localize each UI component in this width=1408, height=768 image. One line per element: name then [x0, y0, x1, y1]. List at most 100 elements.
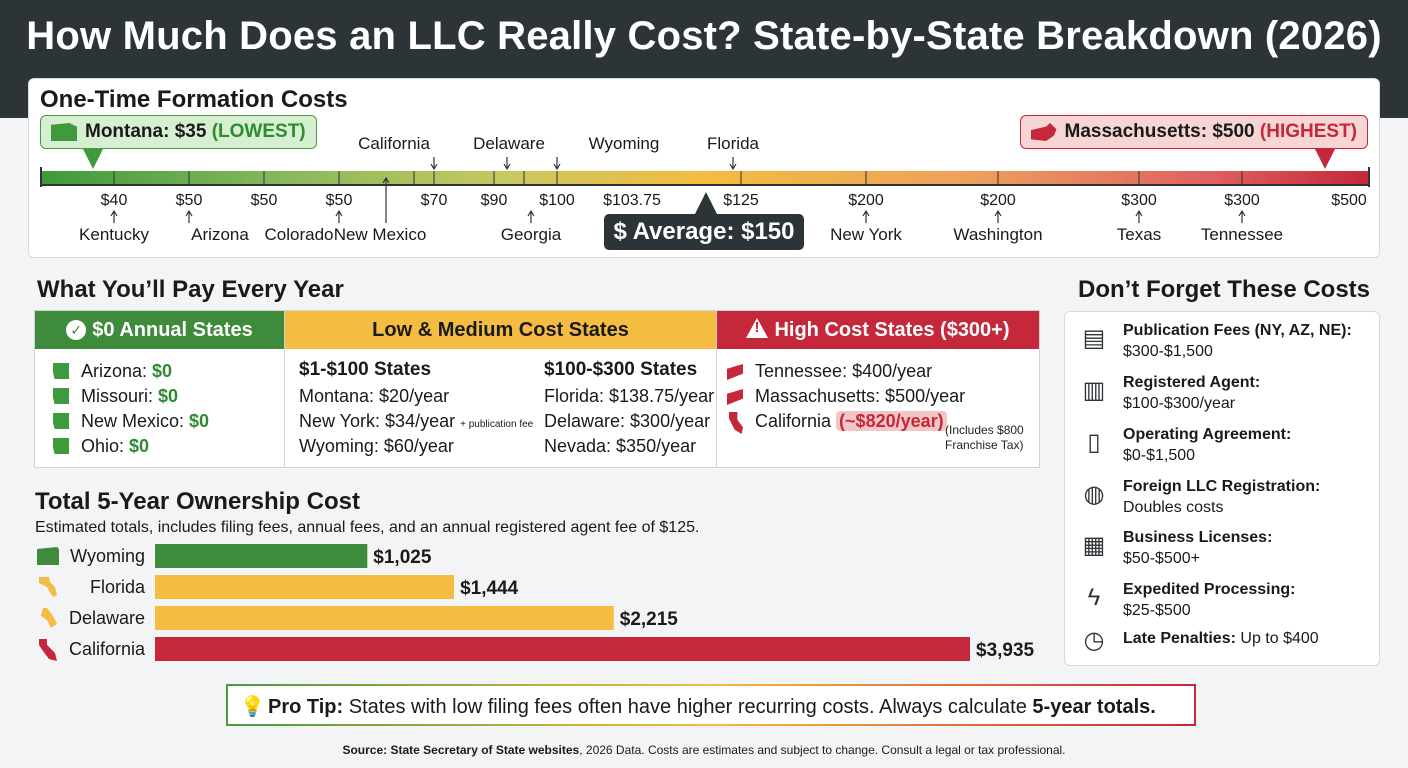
- cost-value: $25-$500: [1123, 602, 1191, 619]
- page-title: How Much Does an LLC Really Cost? State-…: [26, 14, 1382, 58]
- timeline-tick-label: $200: [980, 192, 1016, 209]
- high-state-row: Tennessee: $400/year: [755, 361, 933, 381]
- lowest-tag: (LOWEST): [211, 121, 306, 142]
- state-arrow: [382, 176, 390, 223]
- timeline-tick-label: $103.75: [603, 192, 661, 209]
- ohio-state-icon: [53, 438, 69, 454]
- cost-value: $50-$500+: [1123, 550, 1200, 567]
- lowest-label: Montana: $35: [85, 121, 207, 142]
- state-label: Wyoming: [589, 134, 660, 153]
- timeline-tick-label: $100: [539, 192, 575, 209]
- annual-title: What You’ll Pay Every Year: [37, 276, 344, 303]
- cost-name: Business Licenses:: [1123, 529, 1273, 546]
- state-arrow: [862, 209, 870, 223]
- california-state-icon: [729, 412, 743, 434]
- pro-tip-box: 💡 Pro Tip: States with low filing fees o…: [226, 684, 1196, 726]
- state-arrow: [994, 209, 1002, 223]
- state-label: New Mexico: [334, 225, 427, 244]
- low-tier-title: $1-$100 States: [299, 359, 432, 380]
- timeline-tick-label: $50: [176, 192, 203, 209]
- warning-icon: [746, 318, 769, 338]
- state-arrow: [110, 209, 118, 223]
- bar-category-label: Delaware: [69, 608, 145, 628]
- california-row: California (~$820/year): [755, 411, 947, 432]
- state-arrow: [430, 157, 438, 171]
- formation-panel: One-Time Formation Costs Montana: $35 (L…: [28, 78, 1380, 258]
- newspaper-icon: ▤: [1082, 325, 1106, 352]
- low-tier-row: Wyoming: $60/year: [299, 436, 454, 456]
- mid-tier-row: Florida: $138.75/year: [544, 386, 715, 406]
- medium-cost-header: Low & Medium Cost States: [285, 311, 716, 349]
- state-arrow: [1238, 209, 1246, 223]
- five-year-bar-chart: Wyoming $1,025 Florida $1,444 Delaware $2,215…: [37, 544, 1035, 661]
- highest-callout: Massachusetts: $500 (HIGHEST): [1019, 115, 1368, 149]
- alarm-clock-icon: ◷: [1083, 627, 1105, 654]
- formation-title: One-Time Formation Costs: [40, 86, 348, 113]
- high-cost-column: High Cost States ($300+) Tennessee: $400…: [717, 311, 1039, 467]
- mid-tier-title: $100-$300 States: [544, 359, 698, 380]
- bar: [155, 637, 970, 661]
- timeline-tick-label: $50: [251, 192, 278, 209]
- state-arrow: [1135, 209, 1143, 223]
- zero-cost-column: ✓ $0 Annual States Arizona: $0 Missouri: …: [35, 311, 285, 467]
- state-label: Delaware: [473, 134, 545, 153]
- massachusetts-mini-icon: [727, 389, 743, 405]
- check-icon: ✓: [66, 320, 87, 340]
- cost-name: Operating Agreement:: [1123, 426, 1292, 443]
- extra-costs-panel: ▤ Publication Fees (NY, AZ, NE): $300-$1…: [1064, 311, 1380, 666]
- state-label: Arizona: [191, 225, 249, 244]
- cost-name: Late Penalties: Up to $400: [1123, 630, 1319, 647]
- formation-timeline: $40 $50 $50 $50 $70 $90 $100 $103.75 $125 $200 $20…: [40, 134, 1370, 244]
- state-icon: [39, 577, 57, 597]
- zero-state-row: Arizona: $0: [81, 361, 173, 381]
- bar-value-label: $1,444: [460, 578, 519, 599]
- state-label: Georgia: [501, 225, 562, 244]
- low-tier-row: New York: $34/year + publication fee: [299, 411, 534, 431]
- highest-tag: (HIGHEST): [1259, 121, 1357, 142]
- cost-value: Doubles costs: [1123, 499, 1224, 516]
- state-arrow: [553, 157, 561, 171]
- bar-value-label: $3,935: [976, 640, 1035, 661]
- timeline-tick-label: $300: [1224, 192, 1260, 209]
- mid-tier-row: Delaware: $300/year: [544, 411, 711, 431]
- state-arrow: [503, 157, 511, 171]
- timeline-tick-label: $300: [1121, 192, 1157, 209]
- new-mexico-state-icon: [53, 413, 69, 429]
- zero-state-row: Ohio: $0: [81, 436, 150, 456]
- arizona-state-icon: [53, 363, 69, 379]
- bar-category-label: Wyoming: [70, 546, 145, 566]
- lowest-callout: Montana: $35 (LOWEST): [40, 115, 317, 149]
- state-arrow: [729, 157, 737, 171]
- state-arrow: [185, 209, 193, 223]
- state-icon: [39, 639, 57, 661]
- annual-table: ✓ $0 Annual States Arizona: $0 Missouri: …: [34, 310, 1040, 468]
- average-badge: $ Average: $150: [604, 192, 804, 250]
- state-label: Colorado: [265, 225, 334, 244]
- franchise-tax-note: (Includes $800 Franchise Tax): [945, 423, 1024, 452]
- pro-tip-text: Pro Tip: States with low filing fees oft…: [268, 696, 1156, 718]
- state-label: Washington: [953, 225, 1042, 244]
- source-note: Source: State Secretary of State website…: [342, 743, 1066, 757]
- side-title: Don’t Forget These Costs: [1078, 276, 1371, 303]
- bar: [155, 606, 614, 630]
- timeline-tick-label: $125: [723, 192, 759, 209]
- state-label: Tennessee: [1201, 225, 1283, 244]
- state-label: Texas: [1117, 225, 1161, 244]
- state-arrow: [335, 209, 343, 223]
- zero-state-row: New Mexico: $0: [81, 411, 210, 431]
- timeline-tick-label: $50: [326, 192, 353, 209]
- state-label: New York: [830, 225, 902, 244]
- cost-name: Foreign LLC Registration:: [1123, 478, 1321, 495]
- medium-cost-column: Low & Medium Cost States $1-$100 States …: [285, 311, 717, 467]
- bar-value-label: $1,025: [373, 547, 432, 568]
- missouri-state-icon: [53, 388, 69, 404]
- tennessee-state-icon: [727, 364, 743, 380]
- clipboard-icon: ▦: [1082, 532, 1106, 559]
- cost-name: Publication Fees (NY, AZ, NE):: [1123, 322, 1352, 339]
- timeline-tick-label: $70: [421, 192, 448, 209]
- state-icon: [37, 547, 59, 565]
- five-year-title: Total 5-Year Ownership Cost: [35, 488, 360, 515]
- timeline-bar: [41, 171, 1369, 184]
- zero-cost-header: ✓ $0 Annual States: [35, 311, 284, 349]
- zero-state-row: Missouri: $0: [81, 386, 179, 406]
